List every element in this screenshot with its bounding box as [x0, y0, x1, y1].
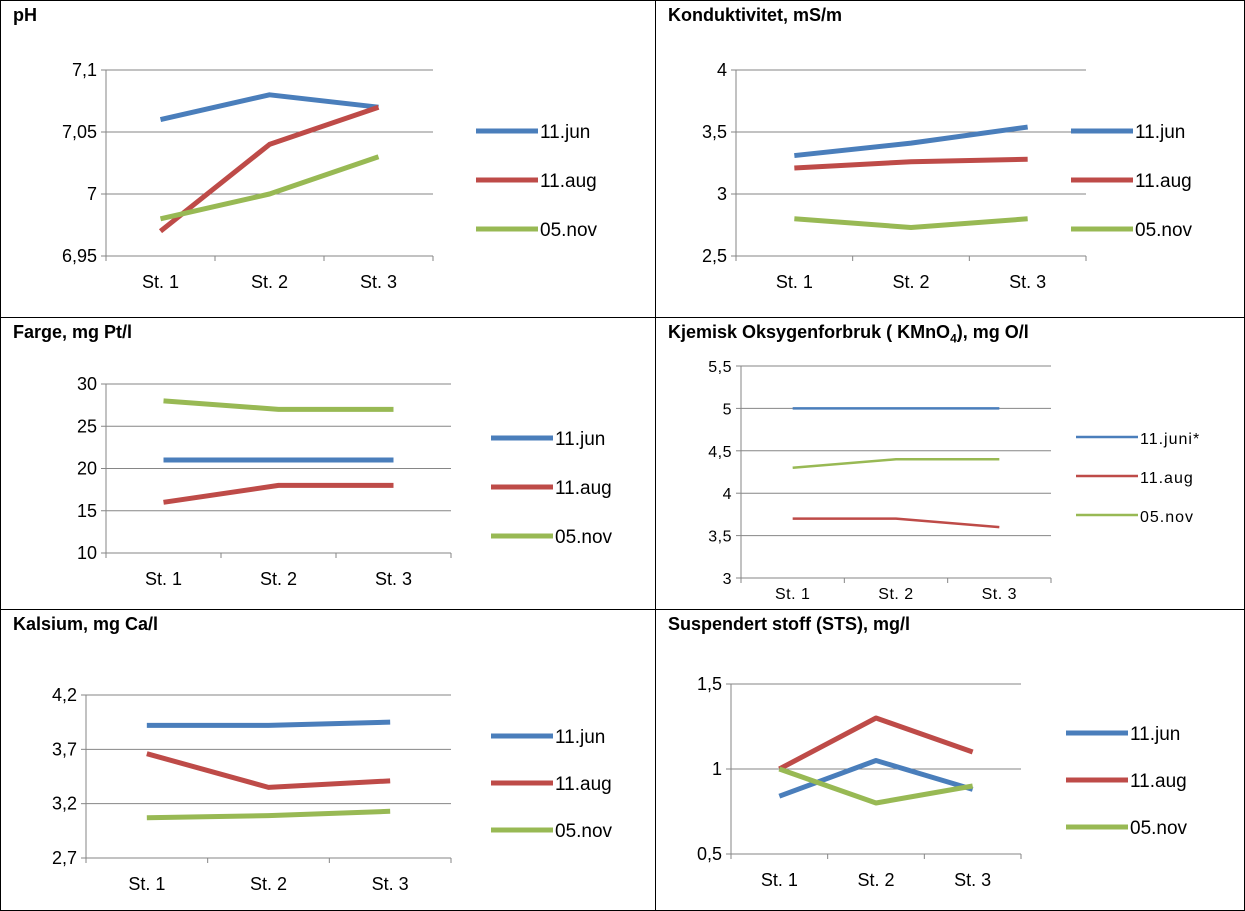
- legend-label: 11.aug: [540, 171, 597, 192]
- chart-svg: 10 15 20 25 30 St. 1 St. 2 St. 3 11.jun 11.aug 05.…: [77, 374, 613, 589]
- y-tick-label: 0,5: [697, 844, 722, 864]
- chart-panel-6: Suspendert stoff (STS), mg/l 0,5 1 1,5 St. 1…: [655, 609, 1245, 911]
- series-line-3: [146, 808, 391, 821]
- legend-label: 11.aug: [555, 478, 612, 499]
- legend-label: 05.nov: [555, 527, 613, 548]
- y-tick-label: 3,5: [708, 529, 732, 546]
- y-tick-label: 5: [723, 401, 732, 418]
- x-tick-label: St. 2: [250, 874, 287, 894]
- y-tick-label: 3: [717, 184, 727, 204]
- series-line-2: [163, 482, 394, 505]
- series-line-2: [778, 715, 974, 772]
- legend-label: 05.nov: [555, 821, 613, 842]
- x-tick-label: St. 1: [142, 272, 179, 292]
- chart-panel-5: Kalsium, mg Ca/l 2,7 3,2 3,7 4,2 St. 1 St. 2 St…: [0, 609, 656, 911]
- legend-label: 11.jun: [1135, 122, 1185, 143]
- legend-label: 11.aug: [555, 774, 612, 795]
- series-line-3: [159, 154, 380, 222]
- y-tick-label: 15: [77, 501, 97, 521]
- x-tick-label: St. 2: [260, 569, 297, 589]
- legend-label: 11.juni*: [1140, 431, 1200, 448]
- y-tick-label: 3,2: [52, 794, 77, 814]
- y-tick-label: 4: [723, 486, 732, 503]
- series-line-2: [794, 156, 1028, 171]
- chart-title: Farge, mg Pt/l: [13, 322, 133, 342]
- y-tick-label: 2,5: [702, 246, 727, 266]
- x-tick-label: St. 1: [128, 874, 165, 894]
- y-tick-label: 7,1: [72, 60, 97, 80]
- y-tick-label: 5,5: [708, 359, 732, 376]
- y-tick-label: 2,7: [52, 848, 77, 868]
- y-tick-label: 20: [77, 459, 97, 479]
- chart-title: Kjemisk Oksygenforbruk ( KMnO4), mg O/l: [668, 322, 1029, 346]
- y-tick-label: 4,2: [52, 685, 77, 705]
- chart-title: pH: [13, 5, 37, 25]
- series-line-2: [792, 517, 1000, 529]
- x-tick-label: St. 3: [954, 870, 991, 890]
- y-tick-label: 3,7: [52, 739, 77, 759]
- x-tick-label: St. 1: [775, 586, 810, 603]
- y-tick-label: 30: [77, 374, 97, 394]
- series-line-3: [792, 458, 1000, 470]
- x-tick-label: St. 1: [776, 272, 813, 292]
- y-tick-label: 3: [723, 571, 732, 588]
- x-tick-label: St. 1: [145, 569, 182, 589]
- series-line-3: [794, 216, 1028, 230]
- x-tick-label: St. 1: [761, 870, 798, 890]
- series-line-1: [146, 719, 391, 728]
- x-tick-label: St. 3: [982, 586, 1017, 603]
- legend-label: 11.aug: [1140, 470, 1194, 487]
- legend-label: 11.aug: [1135, 171, 1192, 192]
- chart-svg: 3 3,5 4 4,5 5 5,5 St. 1 St. 2 St. 3 11.juni* 11.au…: [708, 359, 1200, 603]
- y-tick-label: 25: [77, 416, 97, 436]
- x-tick-label: St. 2: [251, 272, 288, 292]
- x-tick-label: St. 2: [878, 586, 913, 603]
- series-line-2: [146, 751, 391, 790]
- chart-title: Konduktivitet, mS/m: [668, 5, 843, 25]
- legend-label: 11.jun: [1130, 724, 1180, 745]
- series-line-1: [159, 92, 379, 123]
- x-tick-label: St. 3: [375, 569, 412, 589]
- legend-label: 11.aug: [1130, 771, 1187, 792]
- series-line-3: [778, 766, 974, 806]
- legend-label: 11.jun: [555, 727, 605, 748]
- series-line-2: [158, 104, 380, 234]
- legend-label: 05.nov: [1130, 818, 1188, 839]
- series-line-1: [778, 758, 974, 799]
- legend-label: 11.jun: [540, 122, 590, 143]
- x-tick-label: St. 3: [372, 874, 409, 894]
- chart-svg: 0,5 1 1,5 St. 1 St. 2 St. 3 11.jun 11.aug 05.nov: [697, 674, 1188, 890]
- x-tick-label: St. 2: [892, 272, 929, 292]
- chart-title: Kalsium, mg Ca/l: [13, 614, 159, 634]
- chart-panel-4: Kjemisk Oksygenforbruk ( KMnO4), mg O/l 3…: [655, 317, 1245, 610]
- y-tick-label: 4,5: [708, 444, 732, 461]
- chart-title: Suspendert stoff (STS), mg/l: [668, 614, 911, 634]
- y-tick-label: 6,95: [62, 246, 97, 266]
- y-tick-label: 7,05: [62, 122, 97, 142]
- legend-label: 05.nov: [1135, 220, 1193, 241]
- y-tick-label: 1: [712, 759, 722, 779]
- y-tick-label: 4: [717, 60, 727, 80]
- chart-panel-1: pH 6,95 7 7,05 7,1 St. 1 St. 2 St. 3 11.jun 11.au…: [0, 0, 656, 318]
- x-tick-label: St. 3: [360, 272, 397, 292]
- x-tick-label: St. 2: [857, 870, 894, 890]
- legend-label: 05.nov: [1140, 509, 1194, 526]
- chart-svg: 6,95 7 7,05 7,1 St. 1 St. 2 St. 3 11.jun 11.aug 0…: [62, 60, 598, 292]
- y-tick-label: 7: [87, 184, 97, 204]
- x-tick-label: St. 3: [1009, 272, 1046, 292]
- y-tick-label: 3,5: [702, 122, 727, 142]
- chart-svg: 2,7 3,2 3,7 4,2 St. 1 St. 2 St. 3 11.jun 11.aug 0…: [52, 685, 613, 894]
- series-line-1: [794, 124, 1029, 159]
- y-tick-label: 10: [77, 543, 97, 563]
- chart-svg: 2,5 3 3,5 4 St. 1 St. 2 St. 3 11.jun 11.aug 05.no…: [702, 60, 1193, 292]
- chart-panel-2: Konduktivitet, mS/m 2,5 3 3,5 4 St. 1 St. 2 St.…: [655, 0, 1245, 318]
- y-tick-label: 1,5: [697, 674, 722, 694]
- legend-label: 11.jun: [555, 429, 605, 450]
- legend-label: 05.nov: [540, 220, 598, 241]
- series-line-3: [163, 398, 394, 412]
